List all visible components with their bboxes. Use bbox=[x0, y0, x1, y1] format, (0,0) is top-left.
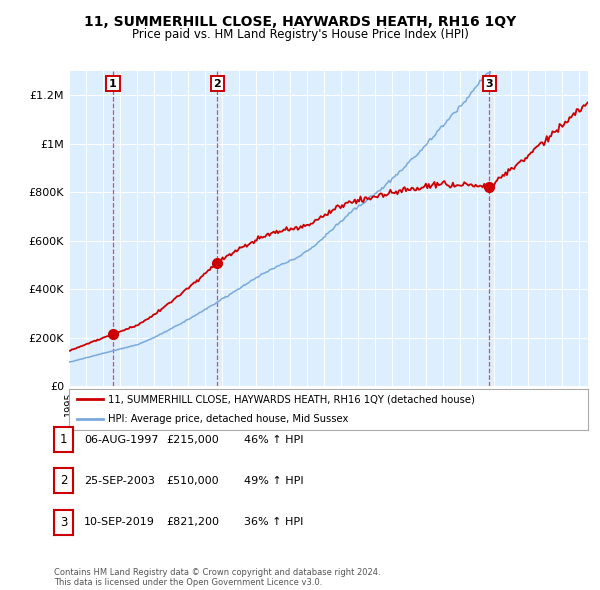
Text: 10-SEP-2019: 10-SEP-2019 bbox=[84, 517, 155, 527]
Text: HPI: Average price, detached house, Mid Sussex: HPI: Average price, detached house, Mid … bbox=[108, 415, 348, 424]
Text: Price paid vs. HM Land Registry's House Price Index (HPI): Price paid vs. HM Land Registry's House … bbox=[131, 28, 469, 41]
Text: 25-SEP-2003: 25-SEP-2003 bbox=[84, 476, 155, 486]
Text: 3: 3 bbox=[485, 78, 493, 88]
Text: 2: 2 bbox=[214, 78, 221, 88]
Text: 2: 2 bbox=[60, 474, 67, 487]
Text: 11, SUMMERHILL CLOSE, HAYWARDS HEATH, RH16 1QY (detached house): 11, SUMMERHILL CLOSE, HAYWARDS HEATH, RH… bbox=[108, 395, 475, 404]
Text: £821,200: £821,200 bbox=[166, 517, 219, 527]
Text: 06-AUG-1997: 06-AUG-1997 bbox=[84, 435, 158, 444]
Text: 1: 1 bbox=[109, 78, 117, 88]
Text: 46% ↑ HPI: 46% ↑ HPI bbox=[244, 435, 304, 444]
Text: £510,000: £510,000 bbox=[166, 476, 219, 486]
Text: Contains HM Land Registry data © Crown copyright and database right 2024.
This d: Contains HM Land Registry data © Crown c… bbox=[54, 568, 380, 587]
Text: 1: 1 bbox=[60, 433, 67, 446]
Text: 11, SUMMERHILL CLOSE, HAYWARDS HEATH, RH16 1QY: 11, SUMMERHILL CLOSE, HAYWARDS HEATH, RH… bbox=[84, 15, 516, 29]
Text: 36% ↑ HPI: 36% ↑ HPI bbox=[244, 517, 304, 527]
Text: 49% ↑ HPI: 49% ↑ HPI bbox=[244, 476, 304, 486]
Text: £215,000: £215,000 bbox=[166, 435, 219, 444]
Text: 3: 3 bbox=[60, 516, 67, 529]
